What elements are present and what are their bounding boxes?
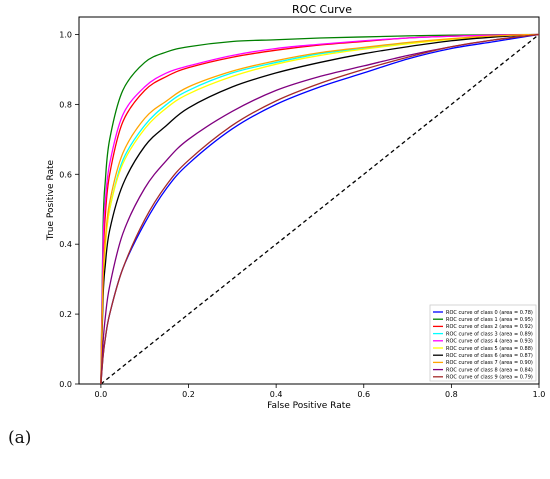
roc-series-class-6	[100, 33, 539, 384]
y-tick-label: 0.2	[59, 310, 72, 319]
legend-label: ROC curve of class 8 (area = 0.84)	[446, 367, 533, 373]
x-axis-label: False Positive Rate	[267, 401, 351, 411]
roc-series-class-9	[100, 33, 539, 384]
legend-label: ROC curve of class 4 (area = 0.93)	[446, 339, 533, 345]
legend-label: ROC curve of class 1 (area = 0.95)	[446, 317, 533, 323]
x-tick-label: 0.4	[270, 390, 283, 399]
legend-label: ROC curve of class 6 (area = 0.87)	[446, 353, 533, 359]
legend: ROC curve of class 0 (area = 0.78)ROC cu…	[429, 304, 537, 382]
legend-box	[429, 304, 537, 382]
y-axis-label: True Positive Rate	[46, 159, 56, 241]
x-tick-label: 0.0	[95, 390, 108, 399]
panel-label: (a)	[8, 428, 32, 448]
y-tick-label: 0.0	[59, 380, 72, 389]
roc-series-class-8	[100, 33, 539, 384]
legend-label: ROC curve of class 0 (area = 0.78)	[446, 310, 533, 316]
x-tick-label: 1.0	[533, 390, 546, 399]
chance-diagonal-line	[100, 33, 539, 384]
y-tick-label: 0.8	[59, 100, 72, 109]
x-tick-label: 0.2	[182, 390, 195, 399]
roc-series-class-1	[100, 33, 539, 384]
x-tick-label: 0.8	[445, 390, 458, 399]
chart-title: ROC Curve	[292, 3, 352, 16]
legend-label: ROC curve of class 9 (area = 0.79)	[446, 375, 533, 381]
legend-label: ROC curve of class 7 (area = 0.90)	[446, 360, 533, 366]
y-tick-label: 1.0	[59, 30, 72, 39]
y-tick-label: 0.4	[59, 240, 72, 249]
series-layer	[100, 33, 539, 384]
plot-frame	[78, 16, 540, 385]
roc-series-class-4	[100, 33, 539, 384]
y-tick-label: 0.6	[59, 170, 72, 179]
y-axis-ticks: 0.0 0.2 0.4 0.6 0.8 1.0	[59, 30, 79, 389]
x-axis-ticks: 0.0 0.2 0.4 0.6 0.8 1.0	[95, 384, 546, 399]
legend-label: ROC curve of class 5 (area = 0.88)	[446, 346, 533, 352]
legend-label: ROC curve of class 3 (area = 0.89)	[446, 331, 533, 337]
x-tick-label: 0.6	[357, 390, 370, 399]
legend-label: ROC curve of class 2 (area = 0.92)	[446, 324, 533, 330]
roc-series-class-7	[100, 33, 539, 384]
